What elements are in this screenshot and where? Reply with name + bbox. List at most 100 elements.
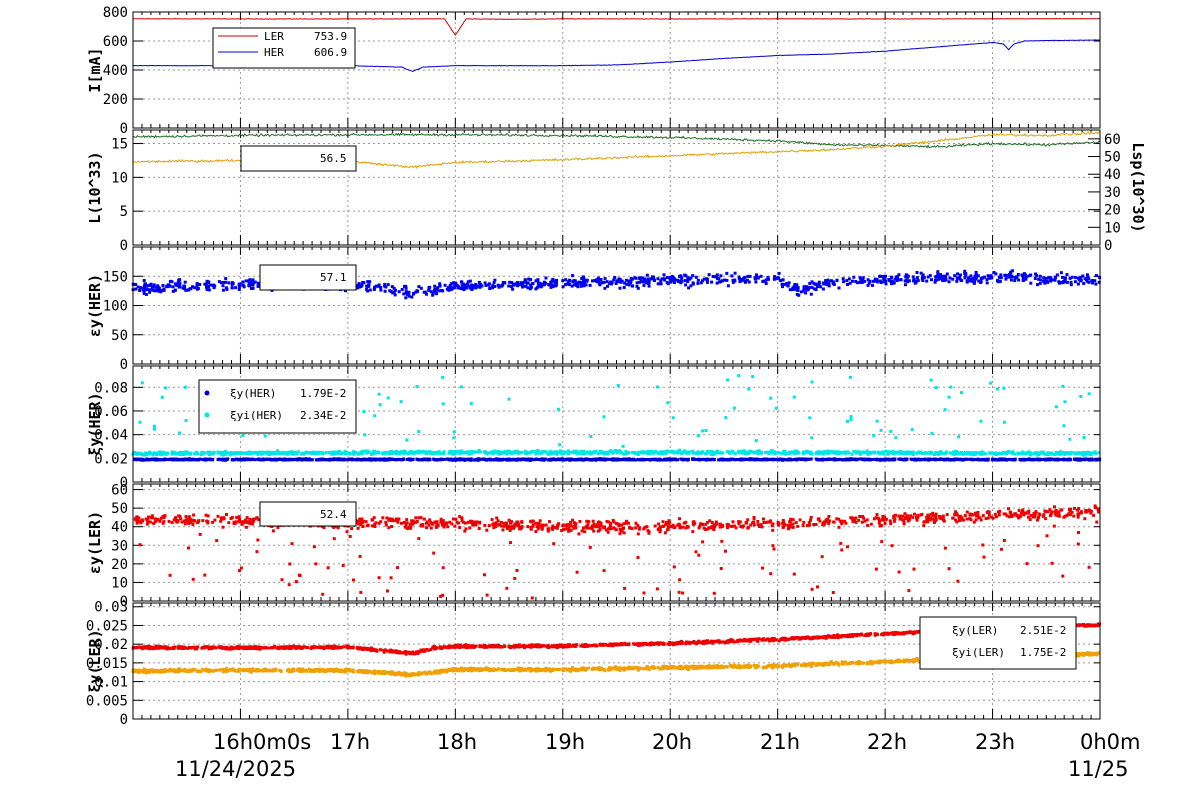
data-point <box>551 277 555 281</box>
data-point <box>921 273 925 277</box>
data-point <box>454 449 458 453</box>
data-point <box>138 457 142 461</box>
data-point <box>438 289 441 293</box>
data-point <box>930 278 933 282</box>
data-point <box>922 276 926 279</box>
data-point <box>712 452 716 456</box>
data-point <box>291 458 295 462</box>
data-point <box>633 452 637 455</box>
data-point <box>147 458 151 462</box>
data-point <box>474 450 477 454</box>
data-point <box>1081 274 1085 278</box>
data-point <box>701 451 705 454</box>
data-point <box>561 279 565 283</box>
data-point <box>960 279 964 283</box>
data-point <box>901 451 905 455</box>
data-point <box>1009 457 1013 461</box>
data-point <box>879 281 883 285</box>
data-point <box>797 457 801 461</box>
data-point <box>957 435 961 439</box>
data-point <box>468 286 472 290</box>
data-point <box>151 288 155 292</box>
data-point <box>144 452 148 456</box>
data-point <box>353 458 357 462</box>
data-point <box>672 450 676 454</box>
data-point <box>432 451 436 455</box>
data-point <box>733 452 737 456</box>
data-point <box>390 450 393 453</box>
data-point <box>1002 386 1006 390</box>
data-point <box>1069 283 1073 287</box>
data-point <box>417 430 421 434</box>
data-point <box>994 272 998 276</box>
data-point <box>488 286 492 290</box>
data-point <box>256 284 260 288</box>
data-point <box>936 270 940 274</box>
y-tick-label: 10 <box>111 170 128 186</box>
data-point <box>752 458 756 461</box>
data-point <box>1083 453 1087 457</box>
data-point <box>521 285 525 289</box>
data-point <box>540 457 544 461</box>
data-point <box>1013 279 1017 283</box>
data-point <box>930 458 934 461</box>
data-point <box>727 458 731 462</box>
data-point <box>160 395 164 399</box>
y-tick-label: 10 <box>111 575 128 591</box>
data-point <box>777 271 781 275</box>
data-point <box>649 451 652 455</box>
data-point <box>456 458 460 462</box>
panel-frame <box>132 129 1101 246</box>
data-point <box>852 458 856 461</box>
data-point <box>866 283 870 287</box>
data-point <box>595 280 599 283</box>
data-point <box>723 278 727 282</box>
data-point <box>358 285 362 289</box>
data-point <box>517 458 521 462</box>
data-point <box>268 457 272 461</box>
data-point <box>688 277 692 281</box>
data-point <box>963 276 967 280</box>
data-point <box>886 450 890 454</box>
data-point <box>236 451 240 455</box>
data-point <box>947 395 951 399</box>
data-point <box>656 451 660 455</box>
data-point <box>990 276 994 280</box>
data-point <box>696 450 700 454</box>
data-point <box>489 458 493 462</box>
data-point <box>911 458 914 461</box>
data-point <box>793 457 797 461</box>
data-point <box>442 457 446 461</box>
data-point <box>763 279 767 283</box>
data-point <box>436 458 439 462</box>
data-point <box>804 287 808 291</box>
data-point <box>594 449 598 453</box>
data-point <box>826 451 830 455</box>
data-point <box>1008 272 1011 276</box>
data-point <box>916 279 920 283</box>
data-point <box>647 279 651 283</box>
data-point <box>730 274 734 278</box>
data-point <box>227 281 231 285</box>
data-point <box>190 457 194 461</box>
data-point <box>1094 282 1098 286</box>
data-point <box>627 281 631 285</box>
data-point <box>1002 450 1006 454</box>
data-point <box>602 280 606 284</box>
data-point <box>176 281 180 285</box>
data-point <box>1070 275 1074 279</box>
data-point <box>717 451 721 455</box>
data-point <box>584 283 588 287</box>
data-point <box>1002 420 1006 424</box>
data-point <box>766 458 770 462</box>
data-point <box>452 450 456 453</box>
data-point <box>574 283 578 287</box>
data-point <box>797 451 801 455</box>
data-point <box>1065 451 1069 455</box>
data-point <box>733 279 737 283</box>
data-point <box>1094 452 1098 456</box>
data-point <box>634 276 638 280</box>
data-point <box>999 273 1003 277</box>
data-point <box>840 451 843 455</box>
y-tick-label: 150 <box>103 269 128 285</box>
